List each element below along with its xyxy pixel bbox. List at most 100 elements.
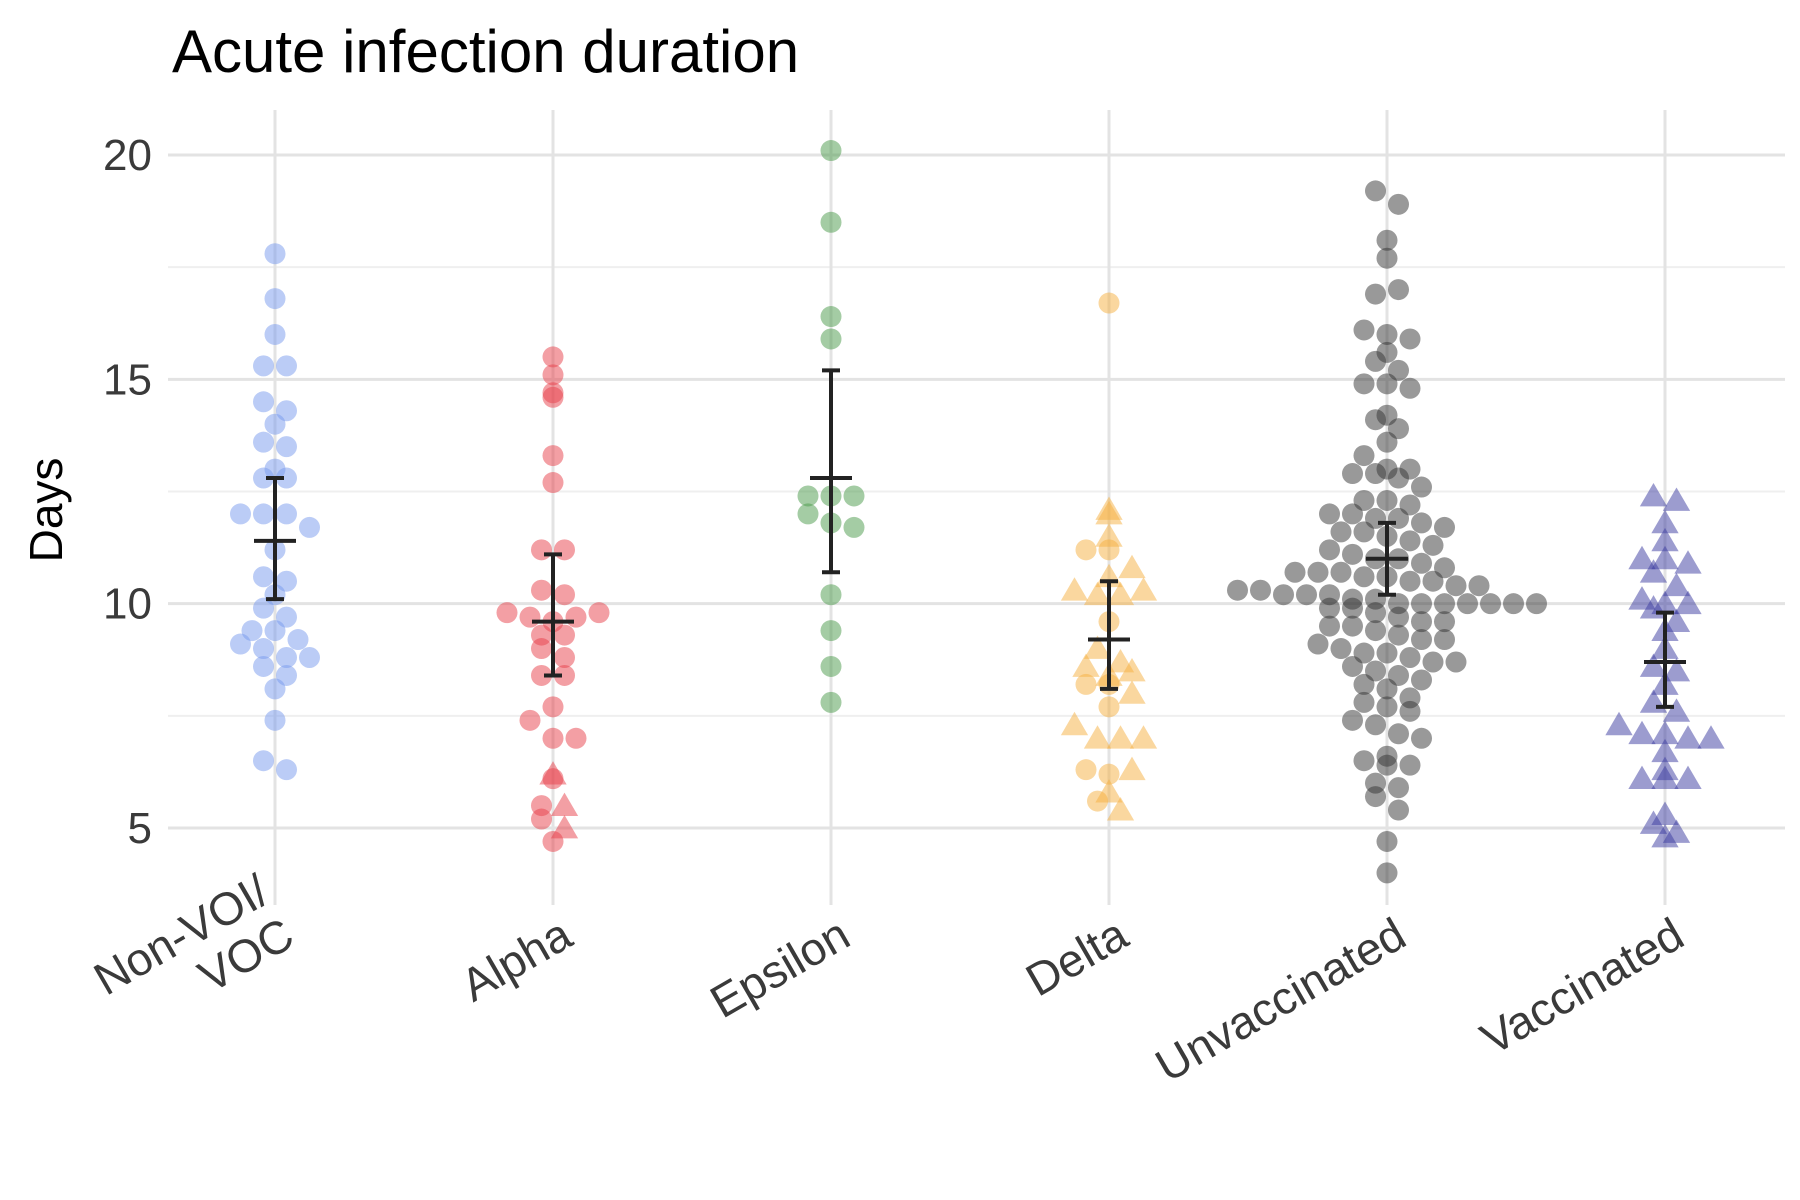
data-point: [1480, 593, 1501, 615]
data-point: [1376, 862, 1398, 884]
data-point: [820, 306, 842, 328]
data-point: [554, 664, 575, 686]
data-point: [1388, 664, 1409, 686]
data-point: [1388, 799, 1409, 821]
x-tick-label-line: Unvaccinated: [1147, 907, 1414, 1091]
data-point: [554, 539, 575, 561]
x-tick-label-line: Vaccinated: [1472, 907, 1692, 1064]
data-point: [1376, 404, 1398, 426]
data-point: [542, 445, 564, 467]
data-point: [1118, 680, 1146, 704]
data-point: [1674, 765, 1702, 790]
data-point: [264, 243, 286, 265]
data-point: [1399, 377, 1421, 399]
data-point: [253, 566, 274, 588]
error-bar: [1366, 520, 1408, 597]
data-point: [1365, 283, 1386, 305]
error-bar: [532, 552, 574, 678]
data-point: [1388, 777, 1409, 799]
data-point: [1468, 575, 1490, 597]
data-point: [1411, 476, 1432, 498]
data-point: [1106, 725, 1135, 749]
data-point: [1411, 611, 1432, 633]
data-point: [1434, 611, 1455, 633]
data-point: [1365, 714, 1386, 736]
x-tick-label: Vaccinated: [1472, 907, 1692, 1064]
data-point: [1365, 588, 1386, 610]
data-point: [1662, 698, 1691, 722]
data-point: [1434, 593, 1455, 615]
data-point: [241, 620, 263, 642]
data-point: [1075, 673, 1097, 695]
data-point: [1342, 588, 1363, 610]
data-point: [1388, 723, 1409, 745]
data-point: [1411, 629, 1432, 651]
data-point: [1388, 593, 1409, 615]
data-point: [1353, 566, 1375, 588]
data-point: [1628, 765, 1656, 790]
data-point: [1411, 593, 1432, 615]
data-point: [1342, 615, 1363, 637]
data-point: [1651, 545, 1679, 570]
data-point: [1072, 653, 1100, 677]
error-bar: [254, 476, 296, 602]
data-point: [1330, 561, 1352, 583]
data-point: [264, 458, 286, 480]
y-tick-label: 20: [103, 131, 152, 180]
data-point: [1662, 657, 1691, 682]
data-point: [1353, 750, 1375, 772]
data-point: [1365, 660, 1386, 682]
data-point: [230, 503, 251, 525]
data-point: [1399, 687, 1421, 709]
data-point: [542, 696, 564, 718]
data-point: [1376, 458, 1398, 480]
data-point: [253, 391, 274, 413]
data-points: [230, 140, 1725, 884]
data-point: [1098, 696, 1120, 718]
data-point: [1445, 575, 1467, 597]
data-point: [1399, 494, 1421, 516]
data-point: [519, 606, 541, 628]
data-point: [1411, 512, 1432, 534]
x-tick-label-line: Alpha: [452, 907, 580, 1011]
data-point: [1353, 319, 1375, 341]
data-point: [1342, 463, 1363, 485]
data-point: [519, 709, 541, 731]
data-point: [276, 570, 297, 592]
data-point: [1353, 489, 1375, 511]
data-point: [843, 485, 865, 507]
data-point: [287, 629, 309, 651]
data-point: [1330, 521, 1352, 543]
data-point: [1662, 487, 1691, 511]
data-point: [299, 647, 320, 669]
data-point: [253, 655, 274, 677]
data-point: [1376, 229, 1398, 251]
data-point: [1605, 711, 1633, 736]
error-bar: [1088, 579, 1130, 691]
chart-title: Acute infection duration: [172, 18, 799, 85]
data-point: [299, 516, 320, 538]
data-point: [1697, 725, 1725, 749]
data-point: [1651, 738, 1679, 763]
data-point: [1674, 590, 1702, 615]
data-point: [1307, 633, 1329, 655]
data-point: [1526, 593, 1547, 615]
data-point: [1376, 341, 1398, 363]
data-point: [542, 382, 564, 404]
data-point: [1106, 648, 1135, 673]
data-point: [1083, 635, 1112, 659]
data-point: [264, 709, 286, 731]
data-point: [1376, 489, 1398, 511]
data-point: [1376, 642, 1398, 664]
data-point: [1376, 830, 1398, 852]
x-tick-label: Epsilon: [701, 907, 858, 1027]
data-point: [820, 584, 842, 606]
data-point: [1095, 523, 1123, 547]
data-point: [1422, 534, 1444, 556]
error-bars: [254, 368, 1686, 709]
data-point: [1639, 482, 1668, 507]
data-point: [1411, 552, 1432, 574]
data-point: [550, 815, 579, 839]
data-point: [1365, 620, 1386, 642]
